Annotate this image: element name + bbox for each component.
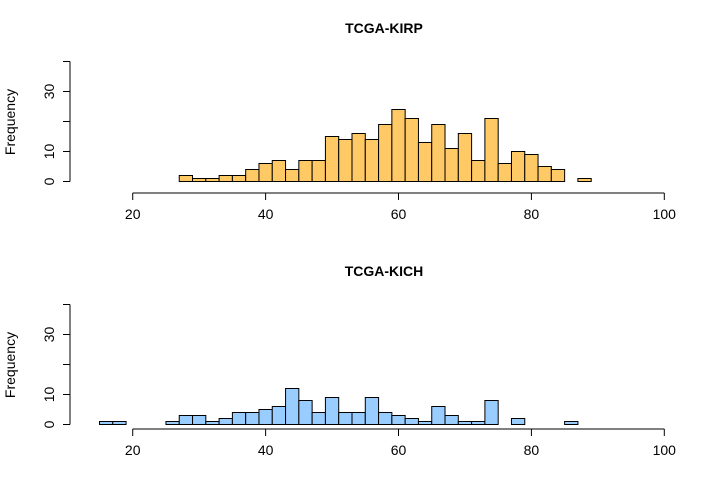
histogram-bar [271, 406, 287, 425]
histogram-bar [165, 421, 180, 425]
histogram-bar [497, 163, 512, 182]
histogram-bar [417, 142, 433, 182]
histogram-bar [324, 136, 340, 182]
x-tick-label: 100 [653, 442, 677, 458]
histogram-bar [338, 412, 353, 425]
histogram-bar [457, 133, 473, 182]
histogram-bar [285, 169, 300, 182]
bar-group [178, 109, 592, 182]
y-tick-label: 30 [41, 84, 57, 100]
y-axis: 0 10 30 [41, 304, 71, 428]
x-tick-label: 100 [653, 206, 677, 222]
y-tick-label: 10 [41, 387, 57, 403]
histogram-bar [484, 400, 499, 425]
histogram-bar [510, 418, 526, 425]
histogram-bar [510, 151, 526, 182]
histogram-bar [457, 421, 473, 425]
chart-title: TCGA-KIRP [345, 20, 423, 36]
histogram-bar [378, 412, 393, 425]
panel-kich: TCGA-KICH Frequency 20 40 60 80 100 0 10 30 [2, 263, 676, 458]
x-axis: 20 40 60 80 100 [125, 428, 677, 458]
x-tick-label: 20 [125, 206, 141, 222]
x-axis: 20 40 60 80 100 [125, 192, 677, 222]
histogram-bar [231, 175, 247, 182]
histogram-bar [338, 139, 353, 182]
histogram-bar [178, 175, 194, 182]
histogram-bar [351, 412, 366, 425]
histogram-bar [205, 178, 220, 182]
histogram-bar [231, 412, 247, 425]
histogram-bar [245, 169, 260, 182]
histogram-bar [218, 175, 233, 182]
histogram-bar [218, 418, 233, 425]
panel-kirp: TCGA-KIRP Frequency 20 40 60 80 100 0 10 30 [2, 20, 676, 222]
y-tick-label: 10 [41, 144, 57, 160]
histogram-bar [99, 421, 114, 425]
y-tick-label: 0 [41, 177, 57, 185]
chart-title: TCGA-KICH [345, 263, 424, 279]
histogram-bar [431, 406, 446, 425]
bar-group [99, 388, 579, 425]
x-tick-label: 40 [258, 206, 274, 222]
y-axis: 0 10 30 [41, 61, 71, 185]
histogram-bar [192, 415, 207, 425]
histogram-bar [391, 415, 406, 425]
histogram-bar [484, 118, 499, 182]
histogram-bar [444, 415, 459, 425]
histogram-bar [431, 124, 446, 182]
histogram-bar [258, 409, 273, 425]
y-axis-label: Frequency [2, 332, 18, 398]
histogram-bar [417, 421, 433, 425]
histogram-bar [471, 421, 486, 425]
x-tick-label: 40 [258, 442, 274, 458]
histogram-bar [298, 160, 313, 182]
histogram-bar [324, 397, 340, 425]
histogram-bar [192, 178, 207, 182]
histogram-bar [564, 421, 579, 425]
histogram-bar [404, 418, 419, 425]
histogram-bar [285, 388, 300, 425]
histogram-bar [205, 421, 220, 425]
histogram-bar [577, 178, 592, 182]
y-tick-label: 0 [41, 420, 57, 428]
histogram-bar [245, 412, 260, 425]
histogram-bar [311, 412, 326, 425]
histogram-bar [311, 160, 326, 182]
histogram-bar [351, 133, 366, 182]
y-tick-label: 30 [41, 327, 57, 343]
histogram-bar [112, 421, 127, 425]
histogram-bar [537, 166, 552, 182]
histogram-bar [378, 124, 393, 182]
y-axis-label: Frequency [2, 89, 18, 155]
histogram-bar [550, 169, 566, 182]
histogram-bar [471, 160, 486, 182]
x-tick-label: 20 [125, 442, 141, 458]
x-tick-label: 60 [391, 206, 407, 222]
histogram-bar [178, 415, 194, 425]
x-tick-label: 60 [391, 442, 407, 458]
histogram-bar [364, 397, 380, 425]
x-tick-label: 80 [524, 442, 540, 458]
histogram-bar [258, 163, 273, 182]
histogram-bar [391, 109, 406, 182]
histogram-bar [271, 160, 287, 182]
x-tick-label: 80 [524, 206, 540, 222]
histogram-bar [404, 118, 419, 182]
histogram-bar [298, 400, 313, 425]
histogram-bar [524, 154, 539, 182]
histogram-bar [444, 148, 459, 182]
histogram-bar [364, 139, 380, 182]
